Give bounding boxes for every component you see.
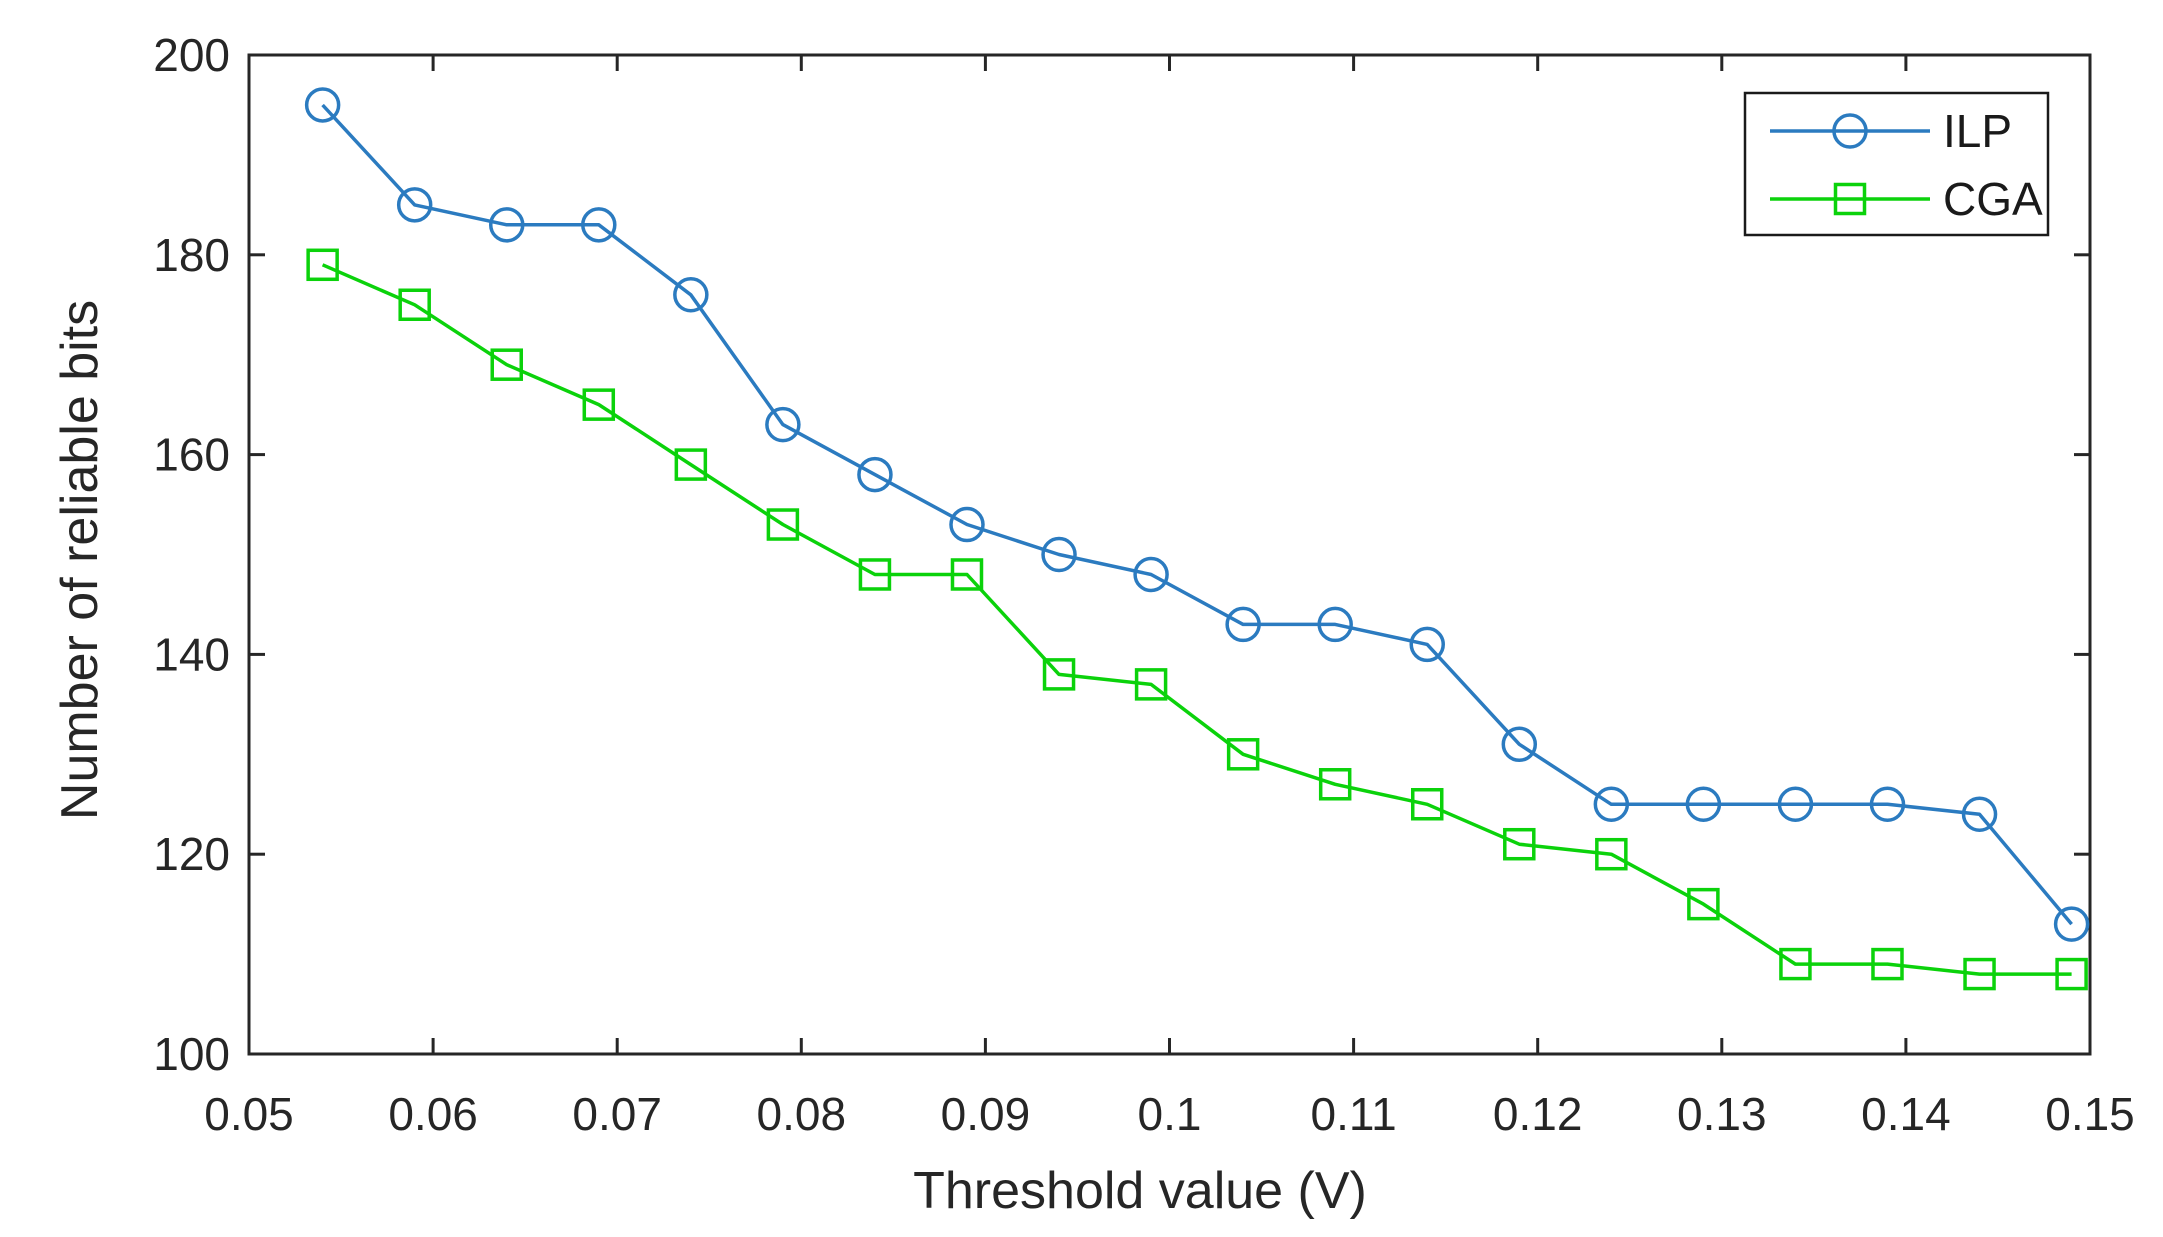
cga-marker	[1226, 738, 1260, 771]
ilp-marker	[1777, 786, 1814, 822]
cga-marker	[490, 348, 523, 381]
ilp-marker	[949, 506, 985, 543]
y-tick-label: 140	[153, 628, 230, 680]
cga-marker	[582, 388, 616, 421]
x-tick-label: 0.05	[204, 1088, 294, 1140]
cga-marker	[306, 248, 339, 282]
cga-series-line	[321, 263, 2072, 976]
y-tick-label: 180	[153, 229, 230, 281]
y-tick-label: 160	[153, 429, 230, 481]
cga-marker	[950, 558, 984, 591]
cga-marker	[674, 448, 708, 481]
x-tick-label: 0.14	[1861, 1088, 1951, 1140]
cga-marker	[1134, 668, 1168, 701]
x-axis-label: Threshold value (V)	[913, 1162, 1367, 1220]
ilp-marker	[1593, 786, 1630, 822]
ilp-marker	[1501, 726, 1538, 763]
ilp-marker	[1685, 786, 1722, 822]
legend-label-cga: CGA	[1943, 173, 2043, 225]
cga-marker	[2055, 957, 2088, 991]
ilp-marker	[1225, 606, 1261, 643]
ilp-marker	[2053, 906, 2090, 942]
x-tick-label: 0.13	[1677, 1088, 1767, 1140]
ilp-marker	[1869, 786, 1906, 822]
cga-marker	[1318, 768, 1352, 801]
cga-marker	[1779, 947, 1812, 981]
cga-marker	[858, 558, 892, 591]
ilp-marker	[765, 406, 801, 443]
y-tick-label: 200	[153, 29, 230, 81]
ilp-marker	[1133, 556, 1169, 593]
cga-marker	[1503, 827, 1536, 861]
x-tick-label: 0.07	[572, 1088, 662, 1140]
ilp-marker	[857, 456, 893, 493]
ilp-marker	[304, 87, 341, 123]
cga-marker	[1871, 947, 1904, 981]
cga-marker	[766, 508, 800, 541]
ilp-marker	[488, 207, 525, 243]
ilp-marker	[1409, 626, 1445, 663]
ilp-marker	[673, 277, 709, 313]
legend-box	[1743, 91, 2050, 237]
y-axis-label: Number of reliable bits	[51, 300, 109, 820]
cga-marker	[1963, 957, 1996, 991]
y-tick-label: 100	[153, 1028, 230, 1080]
ilp-marker	[581, 207, 617, 243]
ilp-marker	[1961, 796, 1998, 832]
x-tick-label: 0.06	[388, 1088, 478, 1140]
ilp-marker	[1041, 536, 1077, 573]
cga-marker	[1687, 887, 1720, 921]
cga-marker	[1410, 788, 1444, 821]
x-tick-label: 0.1	[1138, 1088, 1202, 1140]
legend-label-ilp: ILP	[1943, 105, 2012, 157]
x-tick-label: 0.11	[1311, 1088, 1397, 1140]
series	[304, 87, 2090, 991]
ilp-marker	[396, 187, 433, 223]
x-tick-label: 0.08	[757, 1088, 847, 1140]
cga-marker	[1042, 658, 1076, 691]
x-tick-label: 0.12	[1493, 1088, 1583, 1140]
ilp-marker	[1317, 606, 1353, 643]
y-tick-label: 120	[153, 828, 230, 880]
cga-marker	[398, 288, 431, 321]
plot-area-border	[247, 53, 2092, 1056]
x-tick-label: 0.09	[941, 1088, 1031, 1140]
legend-ilp-marker-icon	[1832, 113, 1868, 149]
tick-labels: 0.05 0.06 0.07 0.08 0.09 0.1 0.11 0.12 0.13 0.14 0…	[153, 29, 2135, 1140]
x-tick-label: 0.15	[2045, 1088, 2135, 1140]
legend: ILP CGA	[1743, 91, 2050, 237]
legend-cga-marker-icon	[1833, 182, 1867, 216]
cga-marker	[1595, 837, 1628, 871]
